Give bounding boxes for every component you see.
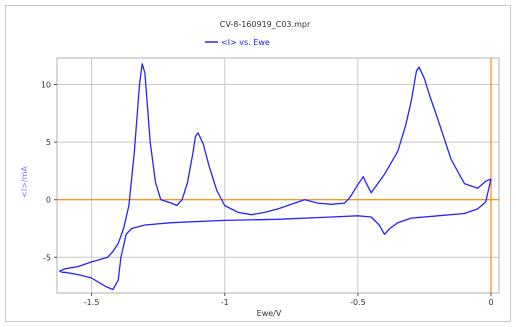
x-axis-title: Ewe/V — [257, 309, 282, 318]
plot-area — [56, 57, 500, 294]
x-tick-label: -0.5 — [350, 298, 366, 307]
chart-frame: CV-8-160919_C03.mpr <I> vs. Ewe -1.5 -1 -0… — [5, 5, 511, 322]
y-tick-label: 10 — [41, 80, 51, 89]
y-tick-label: 5 — [46, 138, 51, 147]
y-tick-label: -5 — [43, 253, 51, 262]
legend: <I> vs. Ewe — [205, 38, 270, 47]
y-axis-title: <I>/mA — [20, 166, 29, 198]
x-tick-label: -1 — [221, 298, 229, 307]
series-line-cv — [59, 63, 492, 291]
legend-label: <I> vs. Ewe — [221, 38, 270, 47]
chart-title: CV-8-160919_C03.mpr — [220, 20, 311, 29]
y-tick-label: 0 — [46, 196, 51, 205]
x-tick-label: -1.5 — [84, 298, 100, 307]
x-tick-label: 0 — [488, 298, 493, 307]
cv-chart: CV-8-160919_C03.mpr <I> vs. Ewe -1.5 -1 -0… — [20, 20, 500, 318]
